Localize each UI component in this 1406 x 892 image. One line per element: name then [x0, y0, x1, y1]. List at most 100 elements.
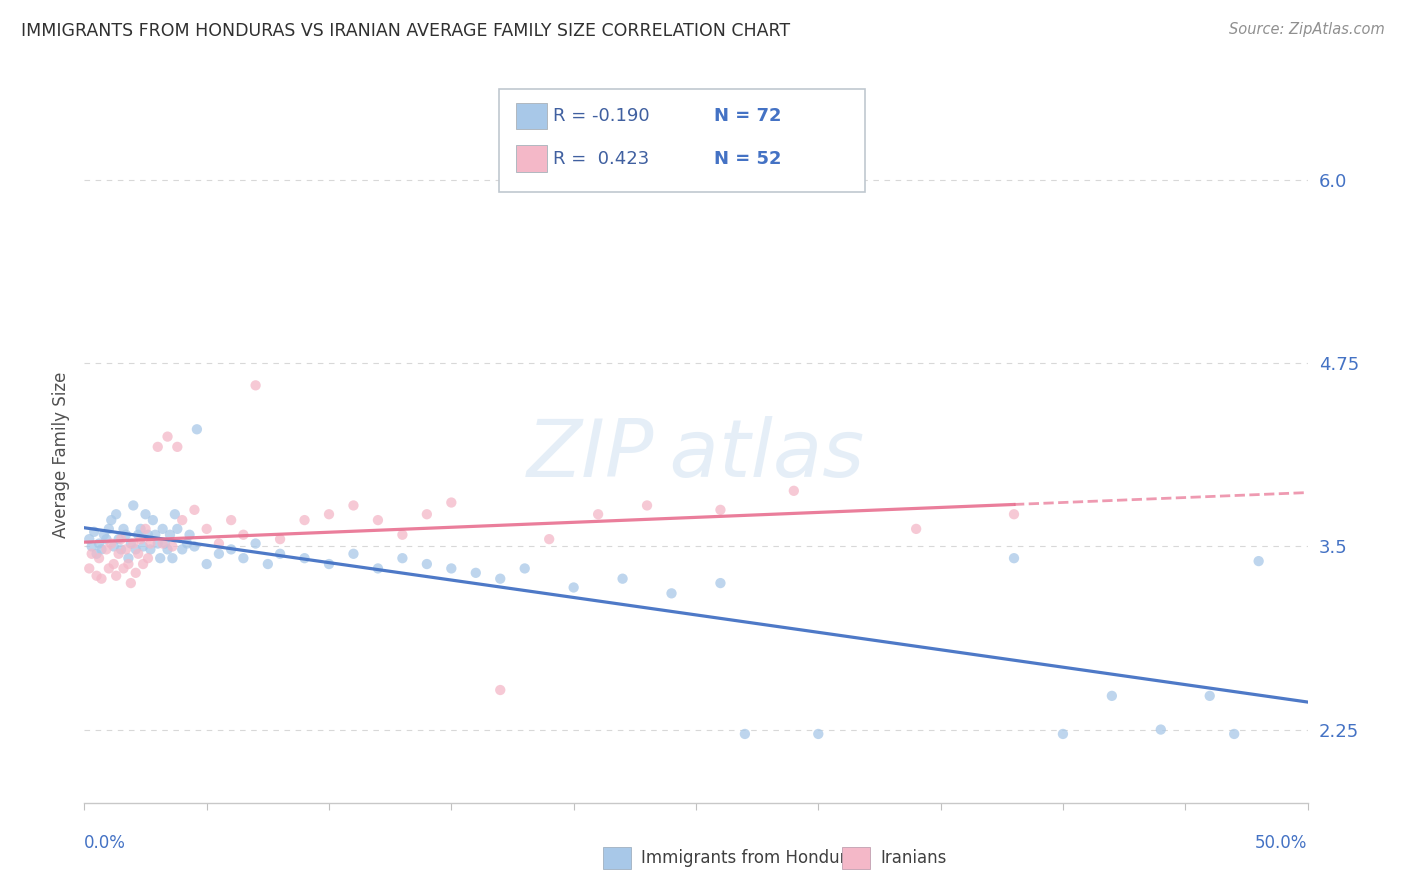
Point: [440, 561, 463, 575]
Point: [807, 727, 830, 741]
Point: [115, 527, 138, 541]
Point: [90, 572, 112, 586]
Point: [318, 557, 340, 571]
Point: [86, 547, 108, 561]
Point: [80, 540, 103, 554]
Point: [219, 513, 242, 527]
Point: [195, 522, 218, 536]
Point: [120, 576, 142, 591]
Point: [232, 551, 254, 566]
Point: [367, 513, 389, 527]
Point: [129, 532, 152, 546]
Point: [143, 527, 166, 541]
Point: [112, 561, 135, 575]
Point: [132, 540, 155, 554]
Point: [162, 540, 184, 554]
Point: [208, 536, 231, 550]
Point: [257, 557, 280, 571]
Point: [464, 566, 486, 580]
Point: [152, 536, 174, 550]
Point: [294, 551, 316, 566]
Point: [661, 586, 683, 600]
Point: [122, 536, 145, 550]
Text: Immigrants from Honduras: Immigrants from Honduras: [641, 849, 866, 867]
Point: [163, 508, 186, 522]
Text: N = 72: N = 72: [714, 107, 782, 125]
Point: [87, 551, 110, 566]
Point: [318, 508, 340, 522]
Point: [115, 542, 138, 557]
Point: [105, 508, 128, 522]
Text: N = 52: N = 52: [714, 150, 782, 168]
Point: [103, 557, 125, 571]
Point: [83, 524, 105, 539]
Point: [100, 536, 122, 550]
Point: [440, 495, 463, 509]
Point: [142, 513, 165, 527]
Point: [538, 532, 561, 546]
Point: [149, 551, 172, 566]
Point: [586, 508, 609, 522]
Point: [1198, 689, 1220, 703]
Point: [416, 508, 439, 522]
Point: [135, 522, 157, 536]
Point: [489, 683, 512, 698]
Point: [93, 527, 115, 541]
Point: [1247, 554, 1270, 568]
Point: [156, 429, 179, 443]
Point: [269, 547, 291, 561]
Text: IMMIGRANTS FROM HONDURAS VS IRANIAN AVERAGE FAMILY SIZE CORRELATION CHART: IMMIGRANTS FROM HONDURAS VS IRANIAN AVER…: [21, 22, 790, 40]
Point: [86, 568, 108, 582]
Point: [1150, 723, 1173, 737]
Point: [117, 557, 139, 571]
Point: [146, 536, 169, 550]
Point: [172, 513, 194, 527]
Point: [342, 499, 364, 513]
Point: [294, 513, 316, 527]
Point: [125, 542, 148, 557]
Point: [139, 536, 162, 550]
Point: [208, 547, 231, 561]
Point: [636, 499, 658, 513]
Point: [96, 542, 118, 557]
Point: [183, 540, 205, 554]
Point: [1002, 508, 1025, 522]
Point: [179, 527, 201, 541]
Point: [489, 572, 512, 586]
Point: [127, 547, 149, 561]
Point: [90, 542, 112, 557]
Point: [513, 561, 536, 575]
Point: [166, 440, 188, 454]
Text: 50.0%: 50.0%: [1256, 834, 1308, 852]
Point: [110, 532, 132, 546]
Point: [159, 527, 181, 541]
Point: [152, 522, 174, 536]
Point: [734, 727, 756, 741]
Point: [135, 508, 157, 522]
Point: [132, 557, 155, 571]
Point: [97, 522, 120, 536]
Point: [1002, 551, 1025, 566]
Point: [120, 536, 142, 550]
Point: [139, 542, 162, 557]
Point: [269, 532, 291, 546]
Point: [367, 561, 389, 575]
Point: [342, 547, 364, 561]
Point: [391, 551, 413, 566]
Point: [146, 440, 169, 454]
Point: [162, 551, 184, 566]
Point: [107, 532, 129, 546]
Point: [156, 542, 179, 557]
Point: [245, 536, 267, 550]
Point: [166, 522, 188, 536]
Point: [96, 532, 118, 546]
Point: [80, 547, 103, 561]
Point: [172, 542, 194, 557]
Point: [129, 522, 152, 536]
Point: [245, 378, 267, 392]
Point: [195, 557, 218, 571]
Point: [122, 499, 145, 513]
Point: [219, 542, 242, 557]
Point: [905, 522, 928, 536]
Point: [105, 568, 128, 582]
